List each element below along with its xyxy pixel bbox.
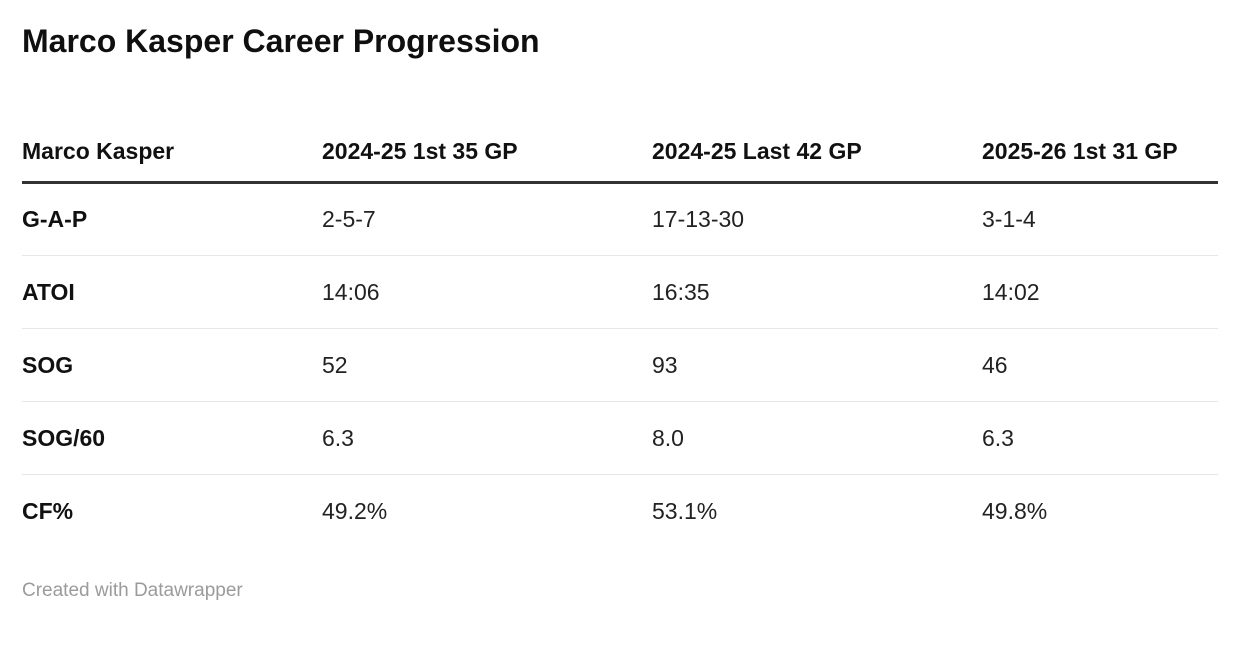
table-cell: 14:02 (982, 278, 1040, 305)
table-cell: 49.2% (322, 497, 388, 524)
column-header-label: 2024-25 1st 35 GP (322, 138, 518, 164)
stats-table: Marco Kasper 2024-25 1st 35 GP 2024-25 L… (22, 136, 1218, 548)
column-header-2025-26-first-31: 2025-26 1st 31 GP (982, 136, 1218, 184)
table-row-atoi: ATOI 14:06 16:35 14:02 (22, 256, 1218, 329)
table-cell: 49.8% (982, 497, 1048, 524)
table-row-gap: G-A-P 2-5-7 17-13-30 3-1-4 (22, 183, 1218, 256)
row-label: SOG (22, 351, 74, 378)
column-header-label: 2024-25 Last 42 GP (652, 138, 862, 164)
table-cell: 8.0 (652, 424, 684, 451)
table-row-cf-pct: CF% 49.2% 53.1% 49.8% (22, 475, 1218, 548)
table-cell: 53.1% (652, 497, 718, 524)
row-label: G-A-P (22, 206, 88, 232)
column-header-label: Marco Kasper (22, 138, 175, 164)
row-label: ATOI (22, 278, 75, 305)
row-label: CF% (22, 497, 74, 524)
column-header-2024-25-last-42: 2024-25 Last 42 GP (652, 136, 982, 184)
table-cell: 14:06 (322, 278, 380, 305)
datawrapper-attribution-link[interactable]: Created with Datawrapper (22, 579, 243, 601)
column-header-player: Marco Kasper (22, 136, 322, 184)
chart-title: Marco Kasper Career Progression (22, 23, 540, 59)
table-cell: 93 (652, 351, 678, 378)
table-cell: 2-5-7 (322, 206, 376, 232)
table-cell: 6.3 (322, 424, 354, 451)
table-cell: 16:35 (652, 278, 710, 305)
table-row-sog: SOG 52 93 46 (22, 329, 1218, 402)
column-header-label: 2025-26 1st 31 GP (982, 138, 1178, 164)
header-row: Marco Kasper 2024-25 1st 35 GP 2024-25 L… (22, 136, 1218, 184)
table-row-sog-per-60: SOG/60 6.3 8.0 6.3 (22, 402, 1218, 475)
table-cell: 52 (322, 351, 348, 378)
table-cell: 3-1-4 (982, 206, 1036, 232)
row-label: SOG/60 (22, 424, 106, 451)
table-cell: 17-13-30 (652, 206, 745, 232)
column-header-2024-25-first-35: 2024-25 1st 35 GP (322, 136, 652, 184)
table-cell: 6.3 (982, 424, 1014, 451)
table-cell: 46 (982, 351, 1008, 378)
